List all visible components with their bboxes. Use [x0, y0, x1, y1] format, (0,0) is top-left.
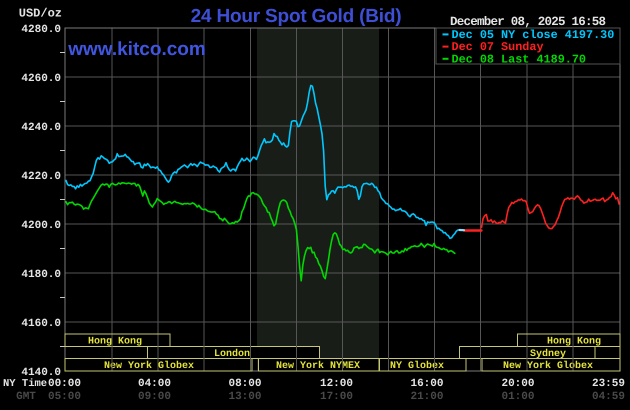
- svg-text:New York Globex: New York Globex: [503, 360, 593, 372]
- svg-text:New York Globex: New York Globex: [104, 360, 194, 372]
- svg-text:Sydney: Sydney: [530, 348, 566, 360]
- svg-text:GMT: GMT: [16, 391, 36, 403]
- svg-text:08:00: 08:00: [228, 378, 261, 390]
- svg-text:London: London: [214, 348, 250, 360]
- svg-text:04:59: 04:59: [592, 391, 625, 403]
- svg-text:www.kitco.com: www.kitco.com: [67, 39, 206, 60]
- svg-text:USD/oz: USD/oz: [19, 7, 62, 21]
- svg-text:4160.0: 4160.0: [21, 318, 61, 330]
- svg-text:Dec 07 Sunday: Dec 07 Sunday: [452, 40, 544, 54]
- svg-text:NY Time: NY Time: [3, 378, 47, 390]
- svg-text:05:00: 05:00: [48, 391, 81, 403]
- svg-text:09:00: 09:00: [138, 391, 171, 403]
- svg-text:Hong Kong: Hong Kong: [88, 336, 142, 347]
- svg-text:01:00: 01:00: [501, 391, 534, 403]
- svg-text:Dec 05 NY close 4197.30: Dec 05 NY close 4197.30: [452, 28, 615, 42]
- svg-text:12:00: 12:00: [320, 378, 353, 390]
- svg-text:4240.0: 4240.0: [21, 122, 61, 134]
- svg-text:NY Globex: NY Globex: [390, 360, 444, 372]
- svg-text:13:00: 13:00: [228, 391, 261, 403]
- svg-text:24 Hour Spot Gold (Bid): 24 Hour Spot Gold (Bid): [191, 6, 402, 27]
- svg-text:16:00: 16:00: [410, 378, 443, 390]
- svg-text:Dec 08 Last 4189.70: Dec 08 Last 4189.70: [452, 52, 587, 66]
- svg-text:4180.0: 4180.0: [21, 269, 61, 281]
- svg-text:4200.0: 4200.0: [21, 220, 61, 232]
- svg-text:20:00: 20:00: [501, 378, 534, 390]
- svg-text:00:00: 00:00: [48, 378, 81, 390]
- svg-text:21:00: 21:00: [410, 391, 443, 403]
- svg-text:4280.0: 4280.0: [21, 24, 61, 36]
- svg-text:4140.0: 4140.0: [21, 367, 61, 379]
- svg-text:17:00: 17:00: [320, 391, 353, 403]
- svg-text:4220.0: 4220.0: [21, 171, 61, 183]
- svg-text:December 08, 2025 16:58: December 08, 2025 16:58: [450, 15, 606, 29]
- svg-text:04:00: 04:00: [138, 378, 171, 390]
- svg-text:23:59: 23:59: [592, 378, 625, 390]
- svg-text:New York NYMEX: New York NYMEX: [276, 360, 360, 372]
- svg-text:4260.0: 4260.0: [21, 73, 61, 85]
- svg-text:Hong Kong: Hong Kong: [547, 336, 601, 347]
